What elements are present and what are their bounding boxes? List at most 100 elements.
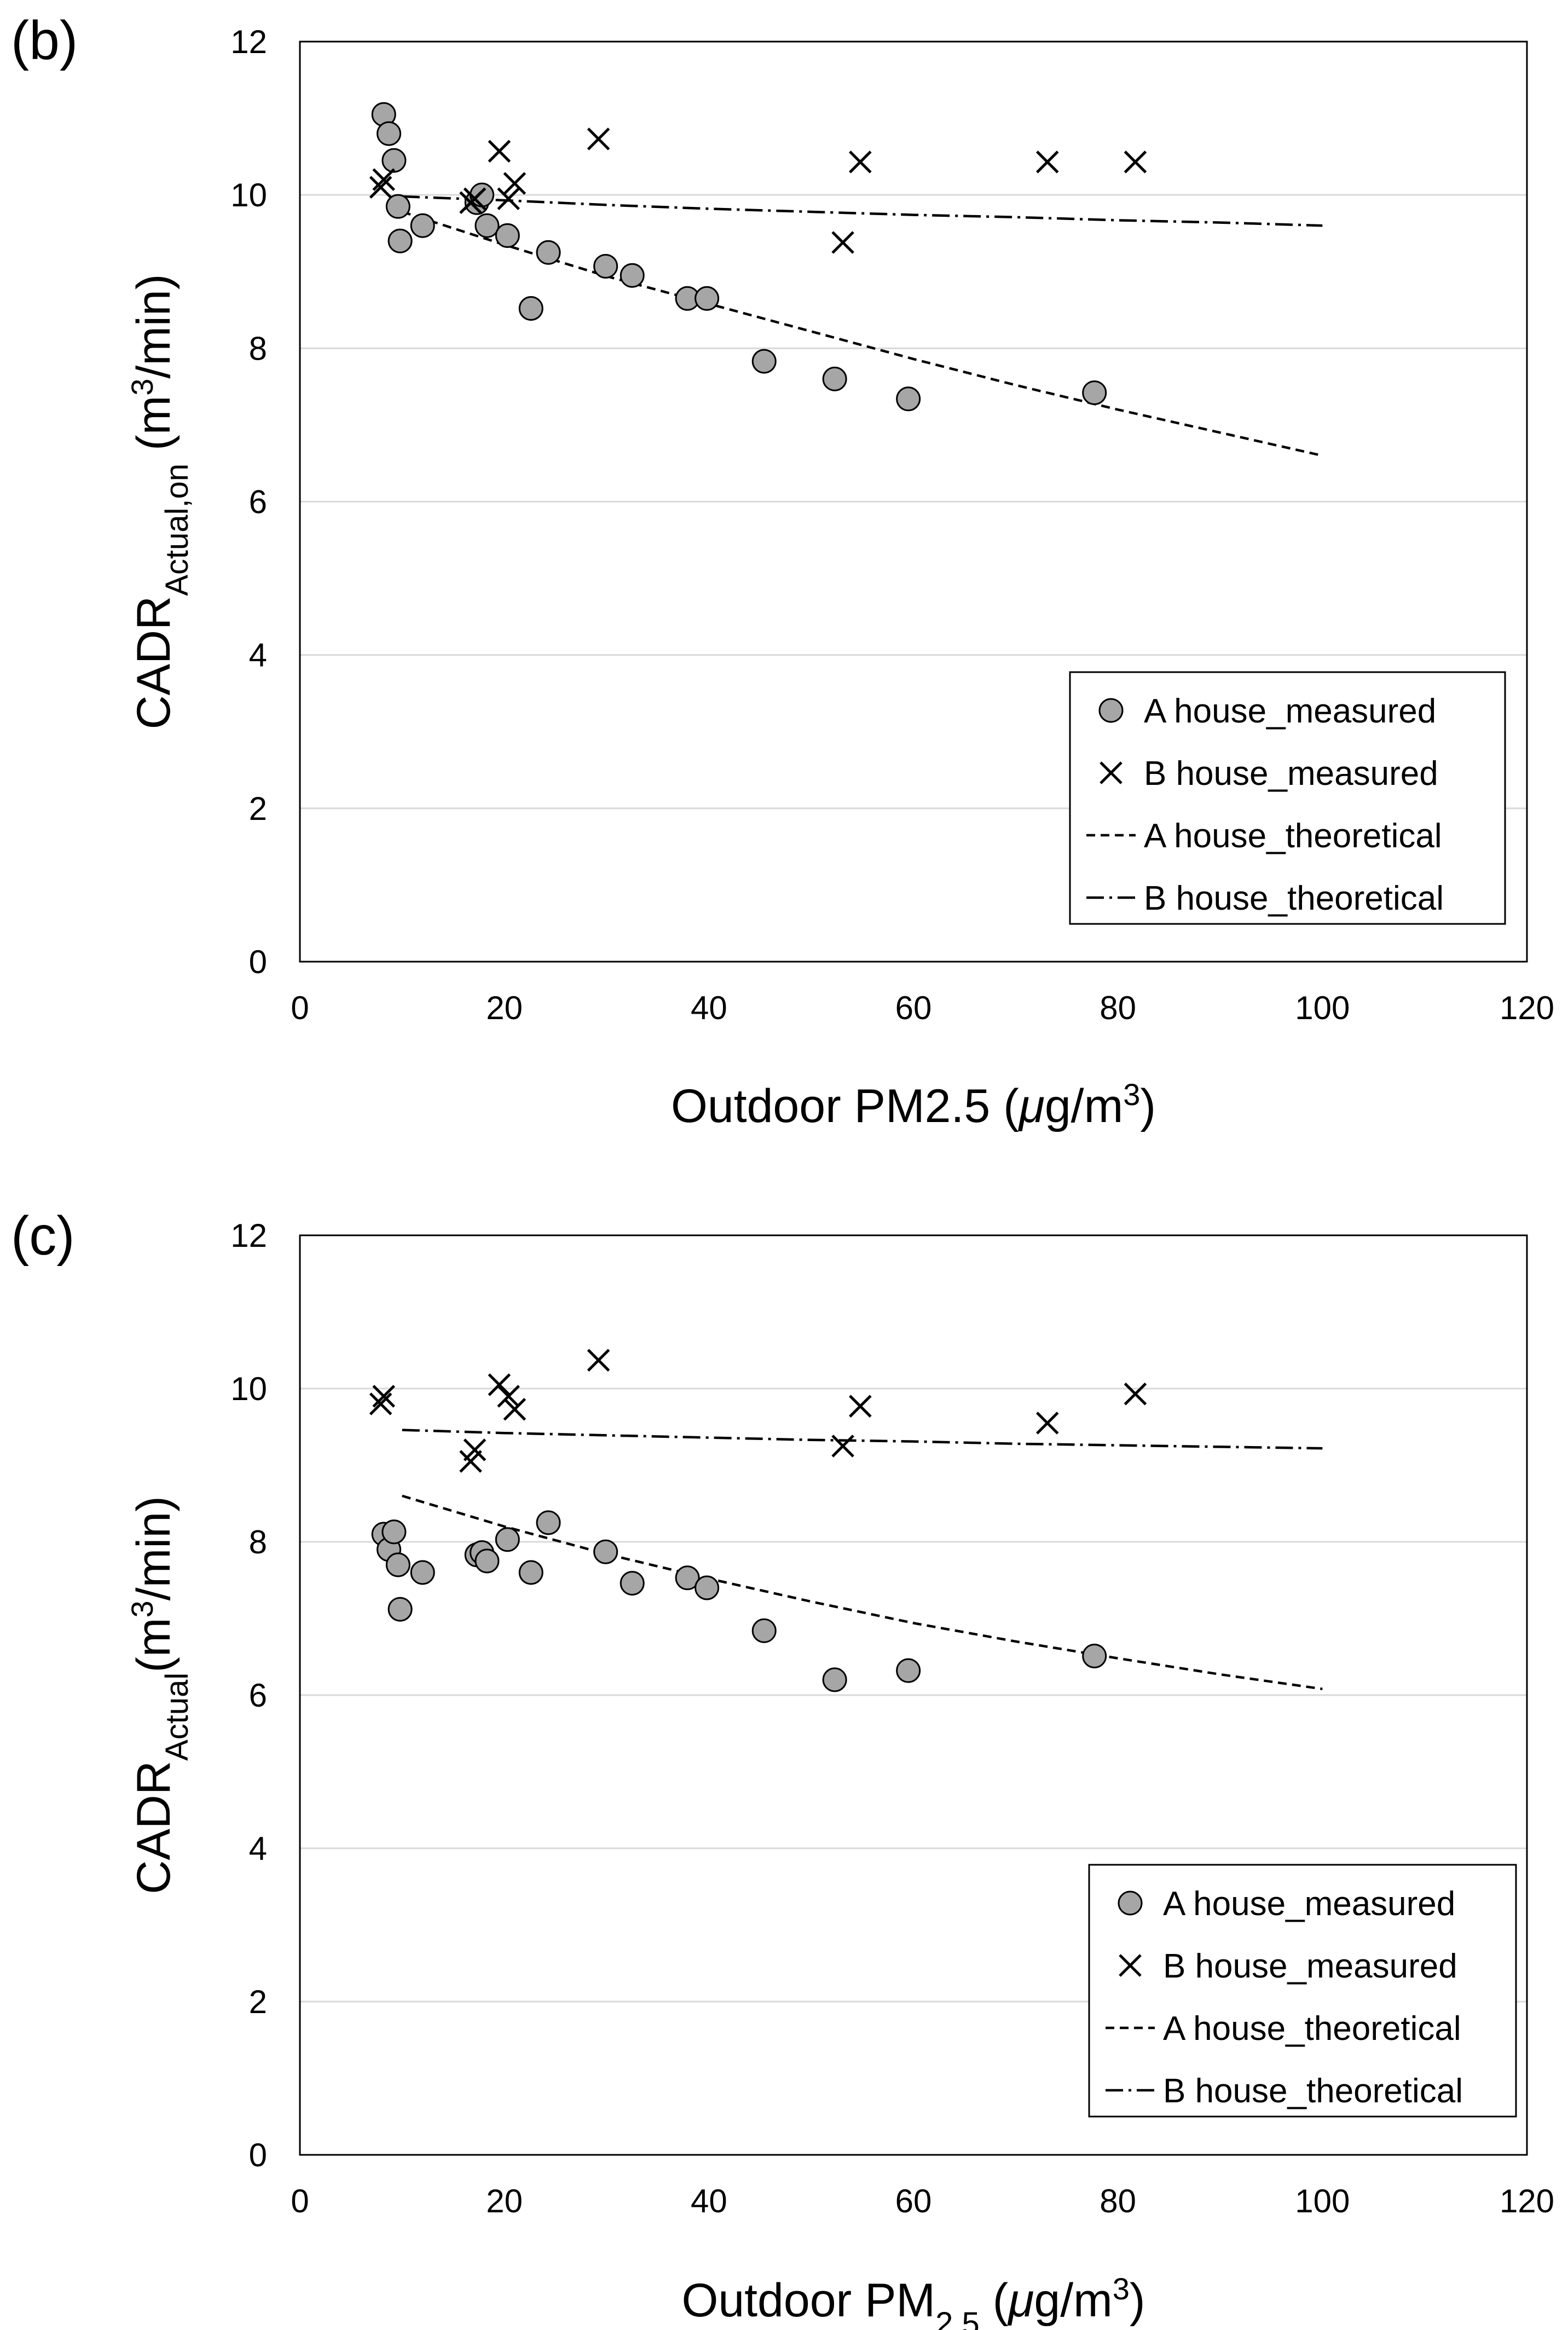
legend-swatch-x [1119,1954,1142,1977]
data-point-b-house-measured [831,231,854,254]
data-point-b-house-measured [369,176,392,199]
data-point-a-house-measured [1082,380,1107,406]
data-point-a-house-measured [1082,1644,1107,1669]
data-point-b-house-measured [849,1395,872,1418]
series-line-b-house-theoretical [402,195,1323,227]
legend: A house_measured B house_measured A house_… [1088,1864,1517,2118]
data-point-a-house-measured [470,182,495,207]
legend-swatch-x [1100,761,1123,784]
data-point-b-house-measured [488,140,511,163]
y-tick-label: 8 [249,1524,267,1560]
data-point-b-house-measured [1035,151,1059,174]
data-point-a-house-measured [387,228,413,253]
legend-entry-label: A house_theoretical [1163,2010,1461,2048]
x-tick-label: 120 [1500,990,1554,1026]
data-point-b-house-measured [831,1435,854,1458]
legend-frame [1088,1864,1517,2118]
legend-swatch-circle [1098,698,1124,723]
data-point-b-house-measured [1124,151,1147,174]
data-point-a-house-measured [536,240,561,265]
x-tick-label: 20 [486,990,523,1026]
data-point-b-house-measured [497,187,520,210]
data-point-a-house-measured [385,1552,410,1577]
data-point-a-house-measured [896,386,921,412]
x-tick-label: 80 [1100,2183,1136,2219]
plot-area-frame [299,41,1528,963]
data-point-a-house-measured [675,1565,700,1591]
x-tick-label: 40 [691,990,727,1026]
data-point-b-house-measured [503,1398,526,1421]
data-point-a-house-measured [410,1560,435,1585]
legend-frame [1069,671,1506,925]
y-tick-label: 10 [230,177,267,213]
data-point-a-house-measured [385,194,410,219]
x-tick-label: 0 [291,990,309,1026]
x-tick-label: 60 [895,990,932,1026]
series-line-a-house-theoretical [402,1494,1323,1691]
data-point-a-house-measured [593,253,618,279]
y-tick-label: 12 [230,1217,267,1254]
y-tick-label: 2 [249,790,267,827]
y-tick-label: 2 [249,1984,267,2020]
data-point-a-house-measured [751,349,777,374]
legend-entry-label: B house_measured [1144,755,1438,793]
y-tick-label: 0 [249,944,267,980]
data-point-b-house-measured [463,1438,487,1461]
data-point-b-house-measured [372,1385,395,1408]
data-point-a-house-measured [695,286,720,311]
x-tick-label: 40 [691,2183,727,2219]
data-point-a-house-measured [475,1548,500,1574]
data-point-b-house-measured [488,1373,511,1396]
data-point-a-house-measured [695,1575,720,1600]
data-point-b-house-measured [503,172,526,195]
data-point-b-house-measured [497,1385,520,1408]
x-tick-label: 20 [486,2183,523,2219]
data-point-a-house-measured [518,1560,543,1585]
panel-label: (c) [11,1205,75,1267]
data-point-a-house-measured [381,1519,407,1545]
data-point-b-house-measured [587,1349,610,1372]
plot-area-frame [299,1234,1528,2156]
y-tick-label: 6 [249,1677,267,1714]
legend-entry-label: A house_measured [1163,1885,1455,1923]
data-point-a-house-measured [620,1571,645,1596]
data-point-a-house-measured [387,1597,413,1622]
data-point-a-house-measured [593,1539,618,1564]
x-axis-title: Outdoor PM2.5 (μg/m3) [681,2271,1145,2330]
data-point-a-house-measured [377,121,402,146]
legend-entry-label: A house_measured [1144,692,1436,730]
y-tick-label: 0 [249,2137,267,2173]
data-point-b-house-measured [463,187,487,210]
data-point-a-house-measured [620,263,645,288]
data-point-a-house-measured [822,366,847,391]
x-tick-label: 120 [1500,2183,1554,2219]
data-point-a-house-measured [381,148,407,173]
x-tick-label: 80 [1100,990,1136,1026]
legend: A house_measured B house_measured A house_… [1069,671,1506,925]
data-point-a-house-measured [410,213,435,238]
x-axis-title: Outdoor PM2.5 (μg/m3) [671,1077,1156,1133]
x-tick-label: 100 [1295,990,1350,1026]
legend-entry-label: B house_theoretical [1144,880,1444,917]
data-point-a-house-measured [495,223,520,248]
data-point-b-house-measured [369,1392,392,1415]
data-point-b-house-measured [1035,1412,1059,1435]
legend-entry-label: A house_theoretical [1144,817,1442,855]
x-tick-label: 100 [1295,2183,1350,2219]
data-point-b-house-measured [1124,1383,1147,1406]
data-point-a-house-measured [751,1618,777,1643]
legend-entry-label: B house_theoretical [1163,2072,1463,2110]
legend-entry-label: B house_measured [1163,1947,1457,1985]
data-point-b-house-measured [849,151,872,174]
data-point-a-house-measured [495,1527,520,1552]
data-point-a-house-measured [822,1667,847,1692]
y-tick-label: 4 [249,1830,267,1867]
series-line-b-house-theoretical [402,1429,1323,1450]
data-point-b-house-measured [587,128,610,151]
y-axis-title: CADRActual(m3/min) [125,1496,195,1894]
x-tick-label: 0 [291,2183,309,2219]
data-point-a-house-measured [896,1658,921,1683]
